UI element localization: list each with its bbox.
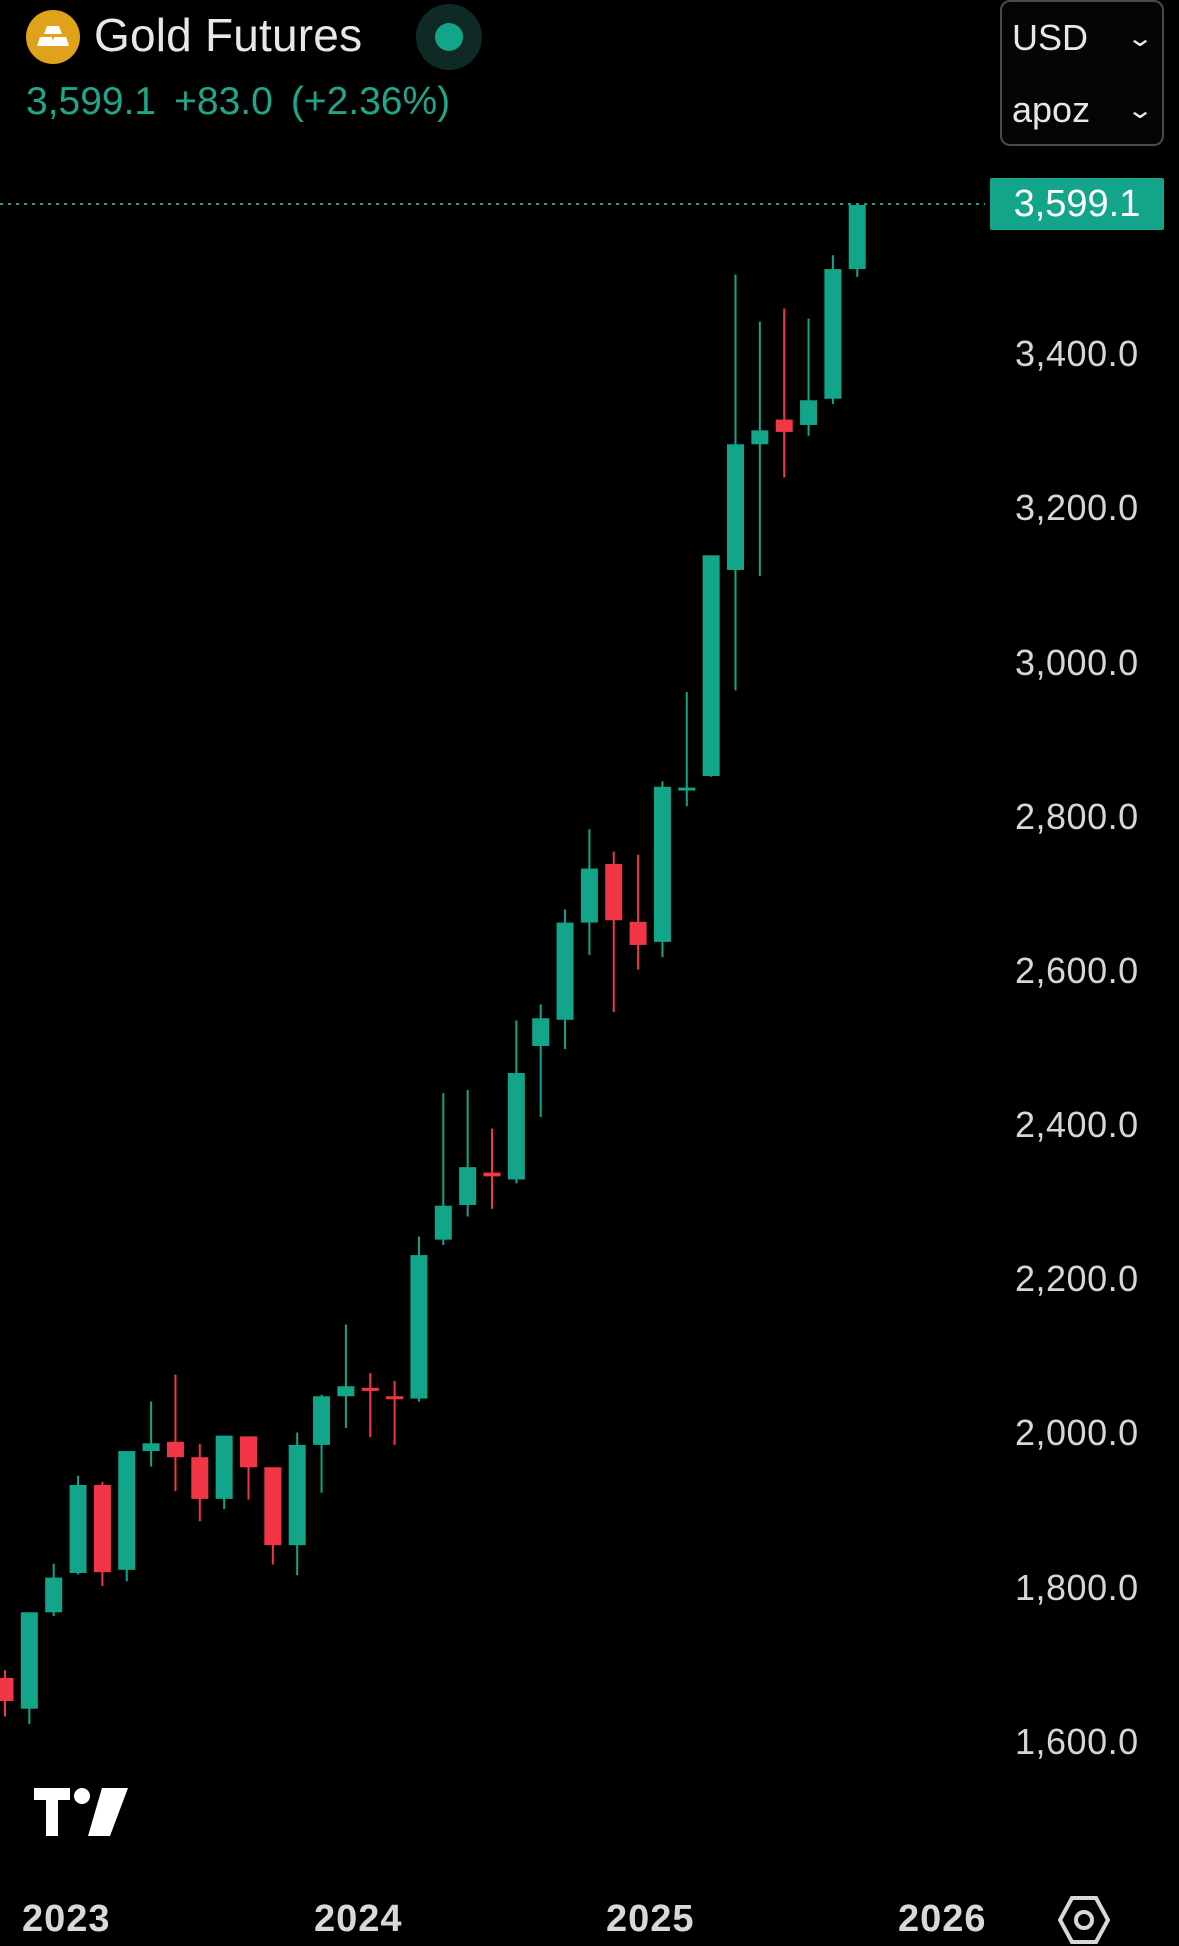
y-axis-tick: 1,800.0 [1015, 1567, 1139, 1608]
y-axis-tick: 3,400.0 [1015, 333, 1139, 374]
x-axis-tick: 2024 [314, 1898, 403, 1940]
candle-body-up [313, 1396, 331, 1445]
last-price-tag: 3,599.1 [990, 178, 1164, 230]
candle-body-down [361, 1387, 379, 1391]
candle-body-down [264, 1467, 282, 1546]
candle-body-up [410, 1255, 428, 1399]
y-axis-tick: 2,800.0 [1015, 796, 1139, 837]
candle-body-up [556, 922, 574, 1020]
candle-body-up [678, 787, 696, 791]
unit-value: apoz [1012, 89, 1091, 130]
candle-body-up [45, 1577, 63, 1613]
candle-body-up [653, 786, 671, 942]
candle-body-down [240, 1436, 257, 1468]
candle-body-up [215, 1435, 233, 1499]
candle-body-up [459, 1167, 477, 1205]
x-axis-tick: 2026 [898, 1898, 987, 1940]
y-axis-tick: 2,000.0 [1015, 1412, 1139, 1453]
x-axis-tick: 2025 [606, 1898, 695, 1940]
candle-body-down [386, 1396, 404, 1400]
y-axis-tick: 3,200.0 [1015, 487, 1139, 528]
candle-body-up [702, 555, 720, 776]
candle-body-down [483, 1172, 501, 1177]
current-price: 3,599.1 [26, 80, 157, 123]
tradingview-logo-icon[interactable] [32, 1784, 130, 1840]
candle-body-up [532, 1018, 550, 1047]
candle-body-up [751, 430, 769, 445]
candle-body-up [288, 1444, 306, 1546]
unit-dropdown[interactable]: apoz ⌄ [1002, 80, 1162, 140]
candle-body-up [800, 400, 818, 425]
chevron-down-icon: ⌄ [1125, 24, 1155, 52]
instrument-title: Gold Futures [94, 9, 363, 61]
y-axis-tick: 2,200.0 [1015, 1258, 1139, 1299]
candle-body-up [434, 1205, 452, 1240]
chevron-down-icon: ⌄ [1125, 96, 1155, 124]
candle-body-up [824, 269, 842, 399]
settings-hexagon-icon[interactable] [1058, 1894, 1110, 1946]
price-change-percent: (+2.36%) [290, 80, 451, 123]
y-axis-tick: 3,000.0 [1015, 642, 1139, 683]
currency-dropdown[interactable]: USD ⌄ [1002, 8, 1162, 68]
candle-body-up [848, 205, 866, 270]
gold-bars-icon [26, 10, 80, 64]
price-change: +83.0 [174, 80, 273, 123]
candle-body-down [166, 1441, 184, 1458]
candle-body-up [118, 1451, 136, 1570]
price-summary: 3,599.1 +83.0 (+2.36%) [26, 80, 468, 124]
candle-body-up [142, 1443, 160, 1452]
candle-body-down [775, 419, 793, 432]
candle-body-down [605, 863, 623, 921]
candle-body-up [580, 868, 598, 923]
candle-body-up [69, 1484, 87, 1573]
currency-value: USD [1012, 17, 1089, 58]
market-open-dot-icon [416, 4, 482, 70]
y-axis-tick: 2,600.0 [1015, 950, 1139, 991]
candle-body-down [629, 921, 647, 945]
y-axis-tick: 2,400.0 [1015, 1104, 1139, 1145]
candle-body-down [191, 1457, 209, 1499]
candle-body-down [0, 1677, 14, 1702]
candle-body-up [727, 444, 744, 570]
candle-body-up [507, 1073, 525, 1180]
candle-body-up [337, 1386, 355, 1397]
currency-unit-selector: USD ⌄ apoz ⌄ [1000, 0, 1164, 146]
x-axis-tick: 2023 [22, 1898, 111, 1940]
candle-body-up [20, 1612, 38, 1709]
y-axis-tick: 1,600.0 [1015, 1721, 1139, 1762]
candle-body-down [93, 1484, 111, 1573]
